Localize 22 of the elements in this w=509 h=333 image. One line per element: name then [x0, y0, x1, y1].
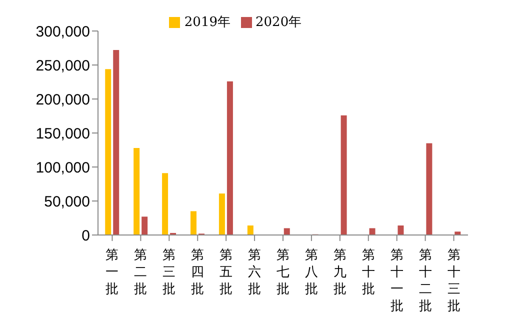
x-tick-label: 第十一批: [390, 248, 404, 314]
y-tick-label: 0: [82, 227, 90, 244]
y-tick-label: 250,000: [36, 57, 90, 74]
x-tick-label: 第十批: [362, 248, 375, 297]
x-tick-label: 第七批: [276, 248, 290, 297]
legend-label: 2020年: [256, 15, 302, 30]
x-tick-label: 第三批: [162, 248, 176, 297]
x-tick-label: 第八批: [304, 248, 318, 297]
x-tick-label: 第四批: [191, 248, 204, 297]
x-tick-label: 第五批: [220, 248, 233, 297]
x-tick-label: 第九批: [333, 248, 346, 297]
y-tick-label: 150,000: [36, 125, 90, 142]
legend-label: 2019年: [184, 15, 230, 30]
y-tick-label: 300,000: [36, 23, 90, 40]
y-tick-label: 50,000: [44, 193, 90, 210]
y-tick-label: 100,000: [36, 159, 90, 176]
x-tick-label: 第六批: [248, 248, 262, 297]
x-tick-label: 第二批: [134, 248, 148, 297]
x-tick-label: 第十二批: [418, 248, 432, 314]
x-tick-label: 第一批: [106, 248, 119, 297]
x-tick-label: 第十三批: [447, 248, 460, 314]
y-tick-label: 200,000: [36, 91, 90, 108]
